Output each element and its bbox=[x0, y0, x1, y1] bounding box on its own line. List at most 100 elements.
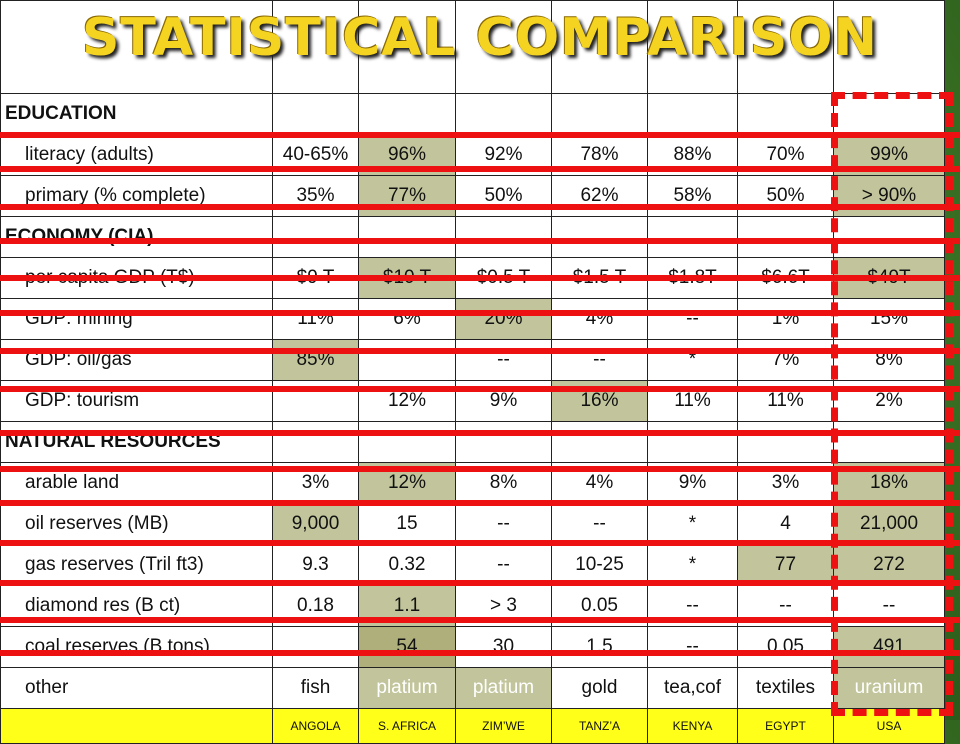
table-cell: 54 bbox=[358, 626, 456, 668]
table-cell: $10 T bbox=[358, 257, 456, 299]
table-cell: 85% bbox=[272, 339, 359, 381]
country-label: EGYPT bbox=[737, 708, 834, 744]
row-label: GDP: oil/gas bbox=[0, 339, 273, 381]
table-cell: 70% bbox=[737, 134, 834, 176]
table-cell: 0.05 bbox=[737, 626, 834, 668]
row-label: coal reserves (B tons) bbox=[0, 626, 273, 668]
table-cell: 12% bbox=[358, 462, 456, 504]
country-label: TANZ’A bbox=[551, 708, 648, 744]
row-label: primary (% complete) bbox=[0, 175, 273, 217]
section-row-natural-resources: NATURAL RESOURCES bbox=[0, 421, 945, 463]
table-cell: tea,cof bbox=[647, 667, 738, 709]
table-cell: platium bbox=[358, 667, 456, 709]
table-cell: $9 T bbox=[272, 257, 359, 299]
section-row-economy: ECONOMY (CIA) bbox=[0, 216, 945, 258]
row-label: literacy (adults) bbox=[0, 134, 273, 176]
table-cell: $1.5 T bbox=[551, 257, 648, 299]
table-cell: 9.3 bbox=[272, 544, 359, 586]
table-cell: 8% bbox=[455, 462, 552, 504]
table-row: oil reserves (MB) 9,000 15 -- -- * 4 21,… bbox=[0, 503, 945, 545]
section-label: NATURAL RESOURCES bbox=[0, 421, 273, 463]
row-label: diamond res (B ct) bbox=[0, 585, 273, 627]
country-label: ZIM’WE bbox=[455, 708, 552, 744]
table-cell: -- bbox=[647, 298, 738, 340]
table-cell: $1.8T bbox=[647, 257, 738, 299]
table-cell bbox=[272, 626, 359, 668]
table-cell: 4 bbox=[737, 503, 834, 545]
table-cell: 7% bbox=[737, 339, 834, 381]
table-cell: 4% bbox=[551, 462, 648, 504]
table-row: per capita GDP (T$) $9 T $10 T $0.5 T $1… bbox=[0, 257, 945, 299]
table-cell bbox=[272, 380, 359, 422]
table-top-row bbox=[0, 0, 945, 94]
table-cell: 1.1 bbox=[358, 585, 456, 627]
slide-title: STATISTICAL COMPARISON bbox=[81, 8, 879, 68]
table-cell: platium bbox=[455, 667, 552, 709]
table-cell: * bbox=[647, 339, 738, 381]
table-row: GDP: mining 11% 6% 20% 4% -- 1% 15% bbox=[0, 298, 945, 340]
row-label: GDP: mining bbox=[0, 298, 273, 340]
usa-column-dashed-outline bbox=[831, 92, 953, 716]
country-label: ANGOLA bbox=[272, 708, 359, 744]
table-cell: 88% bbox=[647, 134, 738, 176]
table-cell: 10-25 bbox=[551, 544, 648, 586]
table-cell: 11% bbox=[272, 298, 359, 340]
table-cell: 9% bbox=[647, 462, 738, 504]
table-cell: textiles bbox=[737, 667, 834, 709]
table-cell: 77 bbox=[737, 544, 834, 586]
table-cell: -- bbox=[551, 339, 648, 381]
table-row: GDP: oil/gas 85% -- -- * 7% 8% bbox=[0, 339, 945, 381]
table-cell: * bbox=[647, 544, 738, 586]
table-cell: 9% bbox=[455, 380, 552, 422]
table-cell: -- bbox=[455, 503, 552, 545]
table-cell: -- bbox=[647, 585, 738, 627]
table-cell: 35% bbox=[272, 175, 359, 217]
table-cell: 16% bbox=[551, 380, 648, 422]
row-label: gas reserves (Tril ft3) bbox=[0, 544, 273, 586]
table-cell: -- bbox=[455, 339, 552, 381]
table-cell: 1.5 bbox=[551, 626, 648, 668]
table-cell: 3% bbox=[737, 462, 834, 504]
table-cell: 40-65% bbox=[272, 134, 359, 176]
table-row: gas reserves (Tril ft3) 9.3 0.32 -- 10-2… bbox=[0, 544, 945, 586]
row-label: other bbox=[0, 667, 273, 709]
table-row: coal reserves (B tons) 54 30 1.5 -- 0.05… bbox=[0, 626, 945, 668]
country-label: S. AFRICA bbox=[358, 708, 456, 744]
table-cell: $6.6T bbox=[737, 257, 834, 299]
table-cell: -- bbox=[551, 503, 648, 545]
country-label: KENYA bbox=[647, 708, 738, 744]
table-cell: 96% bbox=[358, 134, 456, 176]
table-cell: * bbox=[647, 503, 738, 545]
table-cell: 77% bbox=[358, 175, 456, 217]
table-row: diamond res (B ct) 0.18 1.1 > 3 0.05 -- … bbox=[0, 585, 945, 627]
section-label: ECONOMY (CIA) bbox=[0, 216, 273, 258]
table-cell: uranium bbox=[833, 667, 945, 709]
table-cell: 12% bbox=[358, 380, 456, 422]
table-cell: 491 bbox=[833, 626, 945, 668]
table-cell: 15% bbox=[833, 298, 945, 340]
table-cell: 78% bbox=[551, 134, 648, 176]
table-cell: 0.05 bbox=[551, 585, 648, 627]
table-cell: > 3 bbox=[455, 585, 552, 627]
row-label: arable land bbox=[0, 462, 273, 504]
table-cell: 15 bbox=[358, 503, 456, 545]
table-cell: -- bbox=[455, 544, 552, 586]
table-cell: 0.18 bbox=[272, 585, 359, 627]
table-cell: -- bbox=[737, 585, 834, 627]
table-row: arable land 3% 12% 8% 4% 9% 3% 18% bbox=[0, 462, 945, 504]
table-cell: 0.32 bbox=[358, 544, 456, 586]
table-cell: $0.5 T bbox=[455, 257, 552, 299]
table-cell: 50% bbox=[737, 175, 834, 217]
table-cell: 62% bbox=[551, 175, 648, 217]
table-cell: 1% bbox=[737, 298, 834, 340]
table-cell: 6% bbox=[358, 298, 456, 340]
table-cell: gold bbox=[551, 667, 648, 709]
table-cell: 58% bbox=[647, 175, 738, 217]
section-row-education: EDUCATION bbox=[0, 93, 945, 135]
table-cell: 21,000 bbox=[833, 503, 945, 545]
table-cell bbox=[358, 339, 456, 381]
table-cell: 4% bbox=[551, 298, 648, 340]
table-cell: fish bbox=[272, 667, 359, 709]
table-cell: 11% bbox=[647, 380, 738, 422]
